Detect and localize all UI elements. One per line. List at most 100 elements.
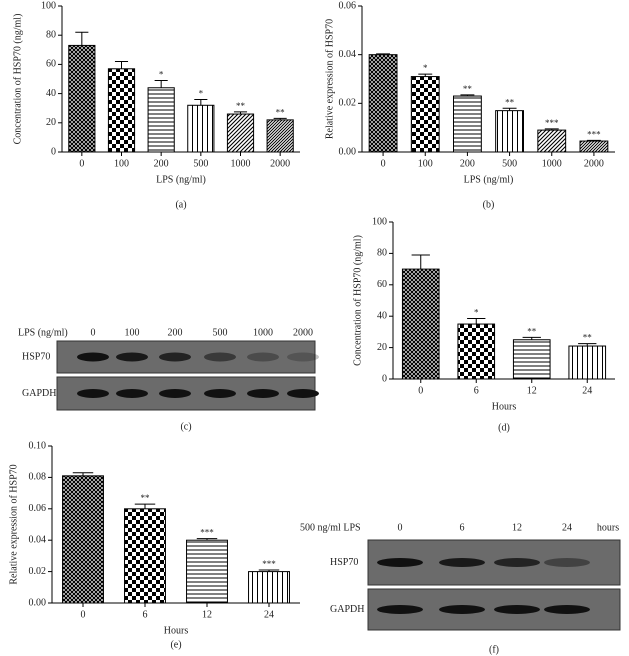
error-bar (233, 111, 248, 115)
blot-band (247, 389, 279, 398)
x-axis-label: LPS (ng/ml) (156, 174, 206, 185)
y-tick-label: 0.08 (29, 472, 47, 483)
error-bar (72, 472, 94, 476)
panel-label: (f) (489, 644, 499, 655)
error-bar (273, 117, 287, 120)
x-tick-label: 0 (381, 158, 386, 169)
x-tick-label: 2000 (270, 158, 290, 169)
y-tick-label: 20 (46, 117, 56, 128)
y-tick-label: 0 (51, 146, 56, 157)
blot-band (377, 605, 423, 614)
row-label: GAPDH (330, 604, 364, 615)
significance-label: ** (583, 333, 593, 343)
y-tick-label: 0.02 (29, 566, 47, 577)
error-bar (502, 107, 517, 111)
blot-band (159, 352, 191, 362)
x-tick-label: 100 (114, 158, 129, 169)
panel-label: (b) (483, 199, 495, 210)
y-axis-label: Relative expression of HSP70 (324, 19, 335, 139)
bar (410, 76, 440, 153)
bar (537, 129, 567, 153)
error-bar (376, 53, 391, 55)
x-axis-label: Hours (492, 401, 517, 412)
bar (248, 571, 290, 604)
significance-label: ** (505, 97, 515, 107)
bar (457, 323, 496, 380)
lane-label: 12 (512, 522, 522, 533)
significance-label: * (159, 70, 164, 80)
significance-label: ** (527, 326, 537, 336)
y-tick-label: 0.02 (339, 98, 357, 109)
error-bar (544, 128, 559, 131)
blot-band (544, 558, 590, 567)
x-axis-label: Hours (164, 625, 189, 636)
x-tick-label: 200 (154, 158, 169, 169)
bar (68, 44, 96, 153)
y-tick-label: 80 (377, 248, 387, 259)
panel-label: (a) (175, 199, 186, 210)
y-tick-label: 100 (41, 0, 56, 11)
y-tick-label: 0.00 (339, 146, 357, 157)
x-tick-label: 0 (81, 609, 86, 620)
blot-band (494, 558, 540, 567)
bar (226, 113, 255, 153)
significance-label: *** (200, 528, 214, 538)
significance-label: * (199, 89, 204, 99)
error-bar (460, 94, 475, 97)
x-tick-label: 0 (418, 385, 423, 396)
y-tick-label: 40 (46, 88, 56, 99)
y-tick-label: 0.00 (29, 597, 47, 608)
bar (124, 508, 166, 604)
blot-band (204, 389, 236, 398)
blot-band (159, 389, 191, 398)
y-tick-label: 100 (372, 216, 387, 227)
blot-band (544, 605, 590, 614)
y-tick-label: 0 (382, 373, 387, 384)
panel-label: (e) (170, 639, 181, 650)
bar (495, 110, 524, 153)
bar (368, 54, 398, 153)
error-bar (196, 538, 218, 541)
panel-label: (d) (498, 422, 510, 433)
error-bar (114, 60, 129, 69)
lane-label: 100 (125, 327, 140, 338)
bar (579, 140, 609, 153)
lane-label: 6 (460, 522, 465, 533)
lane-label: 0 (91, 327, 96, 338)
significance-label: ** (276, 107, 286, 117)
error-bar (578, 343, 597, 347)
lane-label: 24 (562, 522, 572, 533)
y-tick-label: 60 (46, 59, 56, 70)
x-tick-label: 100 (418, 158, 433, 169)
significance-label: ** (141, 493, 151, 503)
error-bar (194, 98, 208, 106)
y-axis-label: Relative expression of HSP70 (8, 464, 19, 584)
significance-label: * (474, 308, 479, 318)
error-bar (586, 139, 601, 142)
blot-band (116, 389, 148, 398)
x-tick-label: 1000 (231, 158, 251, 169)
x-tick-label: 6 (143, 609, 148, 620)
row-label: HSP70 (330, 557, 358, 568)
row-label: GAPDH (22, 388, 56, 399)
blot-band (204, 352, 236, 362)
significance-label: *** (545, 118, 559, 128)
blot-band (287, 389, 319, 398)
x-tick-label: 6 (474, 385, 479, 396)
blot-band (77, 352, 109, 362)
bar (186, 539, 228, 604)
y-tick-label: 0.10 (29, 440, 47, 451)
error-bar (522, 336, 541, 340)
y-tick-label: 0.04 (339, 49, 357, 60)
y-tick-label: 60 (377, 279, 387, 290)
x-tick-label: 12 (527, 385, 537, 396)
blot-header: 500 ng/ml LPS (300, 522, 361, 533)
x-tick-label: 24 (264, 609, 274, 620)
lane-label: 500 (213, 327, 228, 338)
y-tick-label: 40 (377, 310, 387, 321)
blot-band (439, 605, 485, 614)
significance-label: ** (236, 101, 246, 111)
blot-band (494, 605, 540, 614)
error-bar (258, 569, 280, 572)
